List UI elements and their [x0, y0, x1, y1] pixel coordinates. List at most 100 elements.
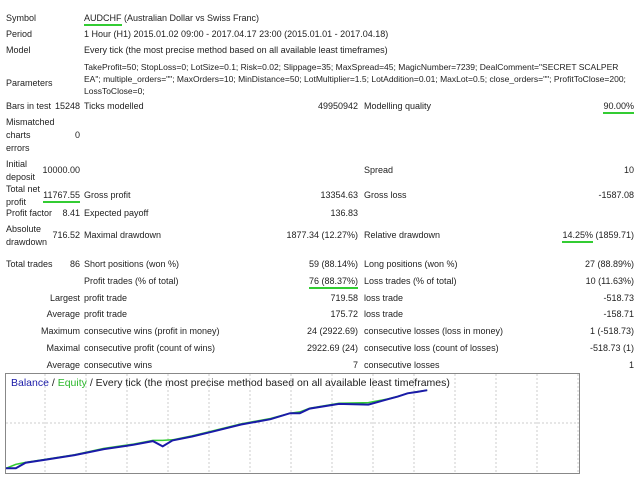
- average-profit-label-cell: profit trade: [84, 309, 127, 320]
- parameters-value: TakeProfit=50; StopLoss=0; LotSize=0.1; …: [84, 61, 632, 97]
- max-cons-wins-value: 24 (2922.69): [306, 326, 358, 336]
- largest-profit-label-cell: profit trade: [84, 293, 127, 304]
- payoff-label-cell: Expected payoff: [84, 208, 148, 219]
- largest-loss-label-cell: loss trade: [364, 293, 403, 304]
- deposit-label-cell: Initial: [6, 159, 27, 170]
- balance-equity-chart: Balance / Equity / Every tick (the most …: [5, 373, 580, 474]
- absdrawdown-value: 716.52: [52, 230, 80, 240]
- ticks-label: Ticks modelled: [84, 101, 144, 111]
- largest-loss-value-cell: -518.73: [603, 293, 634, 304]
- average-label: Average: [46, 309, 80, 319]
- max-cons-losses-label-cell: consecutive losses (loss in money): [364, 326, 503, 337]
- netprofit-label-cell: profit: [6, 197, 26, 208]
- parameters-line: multiple_orders=""; MaxOrders=10; MinDis…: [103, 74, 626, 84]
- parameters-label: Parameters: [6, 78, 53, 88]
- avgcons-label: Average: [46, 360, 80, 370]
- mismatched-label: Mismatched: [6, 117, 55, 127]
- maximal-cons-loss-label: consecutive loss (count of losses): [364, 343, 499, 353]
- reldrawdown-value: 14.25%: [562, 230, 593, 243]
- reldrawdown-value-cell: 14.25% (1859.71): [562, 230, 634, 243]
- balance-line: [6, 389, 428, 470]
- short-label-cell: Short positions (won %): [84, 259, 179, 270]
- symbol-description: (Australian Dollar vs Swiss Franc): [121, 13, 260, 23]
- absdrawdown-label: drawdown: [6, 237, 48, 247]
- profit-trades-value-cell: 76 (88.37%): [308, 276, 358, 289]
- deposit-label: deposit: [6, 172, 36, 182]
- maximal-label: Maximal: [46, 343, 80, 353]
- avg-cons-losses-value-cell: 1: [629, 360, 634, 371]
- average-label-cell: Average: [47, 309, 80, 320]
- avg-cons-losses-label: consecutive losses: [364, 360, 440, 370]
- largest-loss-label: loss trade: [364, 293, 404, 303]
- profitfactor-label-cell: Profit factor: [6, 208, 52, 219]
- reldrawdown-label-cell: Relative drawdown: [364, 230, 440, 241]
- period-value-cell: 1 Hour (H1) 2015.01.02 09:00 - 2017.04.1…: [84, 29, 388, 40]
- loss-trades-value: 10 (11.63%): [585, 276, 634, 286]
- mismatched-label-cell: charts: [6, 130, 31, 141]
- mismatched-label: charts: [6, 130, 31, 140]
- symbol-label-cell: Symbol: [6, 13, 36, 24]
- ticks-value: 49950942: [317, 101, 358, 111]
- maximal-cons-loss-value: -518.73 (1): [589, 343, 634, 353]
- model-label-cell: Model: [6, 45, 31, 56]
- payoff-value-cell: 136.83: [330, 208, 358, 219]
- max-cons-wins-label: consecutive wins (profit in money): [84, 326, 220, 336]
- long-value: 27 (88.89%): [584, 259, 634, 269]
- bars-value-cell: 15248: [55, 101, 80, 112]
- avg-cons-wins-value-cell: 7: [353, 360, 358, 371]
- netprofit-label-cell: Total net: [6, 184, 40, 195]
- period-value: 1 Hour (H1) 2015.01.02 09:00 - 2017.04.1…: [84, 29, 389, 39]
- grossloss-value-cell: -1587.08: [598, 190, 634, 201]
- maxdrawdown-label-cell: Maximal drawdown: [84, 230, 161, 241]
- largest-label: Largest: [49, 293, 80, 303]
- maximal-cons-loss-label-cell: consecutive loss (count of losses): [364, 343, 499, 354]
- average-profit-label: profit trade: [84, 309, 128, 319]
- grossloss-value: -1587.08: [598, 190, 634, 200]
- maxdrawdown-label: Maximal drawdown: [84, 230, 162, 240]
- legend-equity: Equity: [57, 377, 87, 389]
- profitfactor-label: Profit factor: [6, 208, 53, 218]
- payoff-value: 136.83: [330, 208, 358, 218]
- spread-value: 10: [623, 165, 634, 175]
- average-profit-value: 175.72: [330, 309, 358, 319]
- absdrawdown-label-cell: drawdown: [6, 237, 47, 248]
- grossprofit-value-cell: 13354.63: [320, 190, 358, 201]
- chart-model-label: / Every tick (the most precise method ba…: [86, 377, 450, 389]
- avg-cons-wins-value: 7: [352, 360, 358, 370]
- max-cons-wins-label-cell: consecutive wins (profit in money): [84, 326, 220, 337]
- legend-balance: Balance: [11, 377, 49, 389]
- largest-profit-value: 719.58: [330, 293, 358, 303]
- model-value-cell: Every tick (the most precise method base…: [84, 45, 388, 56]
- totaltrades-label: Total trades: [6, 259, 53, 269]
- max-cons-losses-label: consecutive losses (loss in money): [364, 326, 504, 336]
- deposit-label-cell: deposit: [6, 172, 35, 183]
- bars-value: 15248: [54, 101, 80, 111]
- grossprofit-label-cell: Gross profit: [84, 190, 131, 201]
- grossloss-label: Gross loss: [364, 190, 407, 200]
- quality-label: Modelling quality: [364, 101, 432, 111]
- quality-label-cell: Modelling quality: [364, 101, 431, 112]
- profit-trades-label: Profit trades (% of total): [84, 276, 179, 286]
- bars-label-cell: Bars in test: [6, 101, 51, 112]
- deposit-value-cell: 10000.00: [42, 165, 80, 176]
- model-label: Model: [6, 45, 31, 55]
- plot-area: [6, 374, 579, 473]
- reldrawdown-label: Relative drawdown: [364, 230, 441, 240]
- short-label: Short positions (won %): [84, 259, 180, 269]
- deposit-value: 10000.00: [42, 165, 80, 175]
- parameters-line: LossToClose=0;: [84, 86, 145, 96]
- maximal-cons-profit-value-cell: 2922.69 (24): [307, 343, 358, 354]
- profit-trades-label-cell: Profit trades (% of total): [84, 276, 179, 287]
- avg-cons-wins-label: consecutive wins: [84, 360, 153, 370]
- maxdrawdown-value: 1877.34 (12.27%): [286, 230, 358, 240]
- maximum-label: Maximum: [40, 326, 80, 336]
- deposit-label: Initial: [6, 159, 28, 169]
- profit-trades-value: 76 (88.37%): [308, 276, 358, 289]
- maxdrawdown-value-cell: 1877.34 (12.27%): [286, 230, 358, 241]
- maximum-label-cell: Maximum: [41, 326, 80, 337]
- legend-separator: /: [48, 377, 58, 389]
- maximal-label-cell: Maximal: [46, 343, 80, 354]
- netprofit-value: 11767.55: [43, 190, 80, 203]
- netprofit-label: Total net: [6, 184, 41, 194]
- quality-value: 90.00%: [603, 101, 634, 114]
